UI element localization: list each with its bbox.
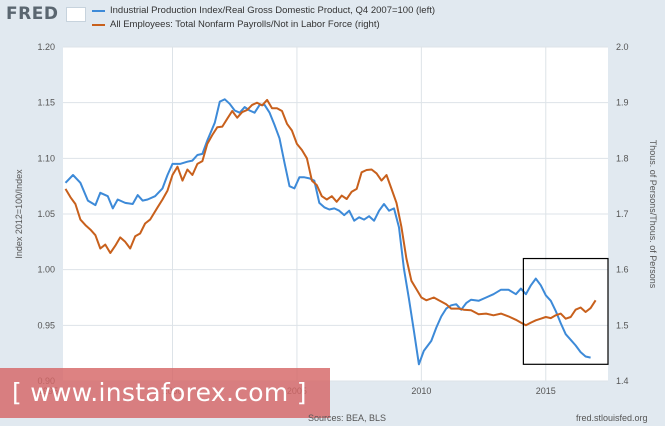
legend: Industrial Production Index/Real Gross D… <box>92 4 435 32</box>
y-tick-label-left: 0.95 <box>37 320 55 330</box>
legend-label-series-2: All Employees: Total Nonfarm Payrolls/No… <box>110 19 380 30</box>
footer-source: Sources: BEA, BLS <box>308 413 387 423</box>
y-tick-label-right: 1.6 <box>616 265 629 275</box>
legend-swatch-series-2 <box>92 24 105 26</box>
y-tick-label-left: 1.05 <box>37 209 55 219</box>
series-line-2 <box>64 98 597 327</box>
y-tick-label-left: 1.10 <box>37 153 55 163</box>
legend-swatch-series-1 <box>92 10 105 12</box>
x-tick-label: 2010 <box>411 386 431 396</box>
highlight-box <box>522 257 609 365</box>
y-tick-label-left: 1.15 <box>37 98 55 108</box>
y-axis-label-left: Index 2012=100/Index <box>14 169 24 259</box>
y-tick-label-right: 1.4 <box>616 376 629 386</box>
y-tick-label-right: 1.8 <box>616 153 629 163</box>
legend-label-series-1: Industrial Production Index/Real Gross D… <box>110 5 436 16</box>
chart-header: FRED Industrial Production Index/Real Gr… <box>0 0 665 36</box>
fred-logo-graph-icon <box>66 7 86 22</box>
watermark-banner: [ www.instaforex.com ] <box>0 368 330 418</box>
y-tick-label-right: 2.0 <box>616 42 629 52</box>
y-tick-label-right: 1.5 <box>616 320 629 330</box>
highlight-box-layer <box>522 257 609 365</box>
series-layer <box>64 98 597 366</box>
fred-logo[interactable]: FRED <box>6 4 59 24</box>
legend-item-series-1[interactable]: Industrial Production Index/Real Gross D… <box>92 4 435 18</box>
y-tick-label-left: 1.00 <box>37 265 55 275</box>
grid-lines <box>63 46 608 382</box>
watermark-text: [ www.instaforex.com ] <box>12 378 307 407</box>
y-tick-label-left: 1.20 <box>37 42 55 52</box>
y-tick-label-right: 1.9 <box>616 98 629 108</box>
series-line-1 <box>64 98 591 366</box>
y-axis-label-right: Thous. of Persons/Thous. of Persons <box>648 140 658 289</box>
y-tick-label-right: 1.7 <box>616 209 629 219</box>
x-tick-label: 2015 <box>536 386 556 396</box>
footer-url[interactable]: fred.stlouisfed.org <box>576 413 648 423</box>
legend-item-series-2[interactable]: All Employees: Total Nonfarm Payrolls/No… <box>92 18 435 32</box>
